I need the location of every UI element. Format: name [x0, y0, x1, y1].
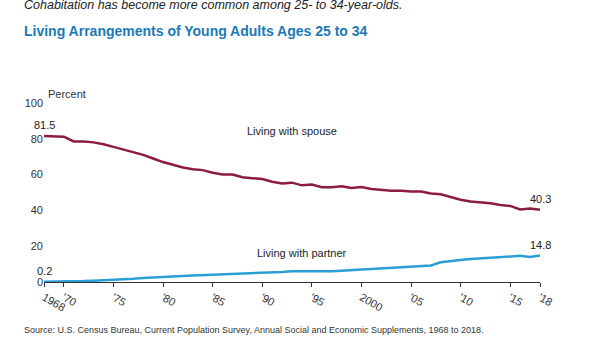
svg-text:'10: '10 — [457, 291, 475, 309]
svg-text:14.8: 14.8 — [530, 239, 551, 251]
svg-text:20: 20 — [31, 240, 43, 252]
svg-text:100: 100 — [25, 97, 43, 109]
svg-text:81.5: 81.5 — [34, 119, 55, 131]
svg-text:'75: '75 — [110, 291, 128, 309]
svg-text:Living with spouse: Living with spouse — [247, 125, 337, 137]
svg-text:'80: '80 — [159, 291, 177, 309]
svg-text:80: 80 — [31, 133, 43, 145]
svg-text:Cohabitation has become more c: Cohabitation has become more common amon… — [24, 0, 402, 12]
svg-text:1968: 1968 — [40, 291, 67, 314]
svg-text:40: 40 — [31, 204, 43, 216]
svg-text:'15: '15 — [506, 291, 524, 309]
svg-text:Living with partner: Living with partner — [257, 247, 347, 259]
svg-text:60: 60 — [31, 168, 43, 180]
svg-text:'85: '85 — [209, 291, 227, 309]
svg-text:Source: U.S. Census Bureau, Cu: Source: U.S. Census Bureau, Current Popu… — [24, 325, 484, 335]
svg-text:Living Arrangements of Young A: Living Arrangements of Young Adults Ages… — [24, 23, 368, 39]
svg-text:Percent: Percent — [48, 88, 86, 100]
svg-text:'90: '90 — [258, 291, 276, 309]
svg-text:40.3: 40.3 — [530, 193, 551, 205]
svg-text:'05: '05 — [407, 291, 425, 309]
svg-text:0.2: 0.2 — [37, 265, 52, 277]
svg-text:'18: '18 — [536, 291, 554, 309]
svg-text:0: 0 — [37, 276, 43, 288]
svg-text:2000: 2000 — [358, 291, 385, 314]
svg-text:'70: '70 — [60, 291, 78, 309]
svg-text:'95: '95 — [308, 291, 326, 309]
